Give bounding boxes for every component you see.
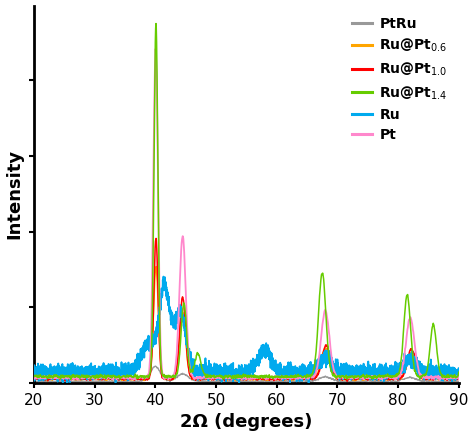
Legend: PtRu, Ru@Pt$_{0.6}$, Ru@Pt$_{1.0}$, Ru@Pt$_{1.4}$, Ru, Pt: PtRu, Ru@Pt$_{0.6}$, Ru@Pt$_{1.0}$, Ru@P… xyxy=(347,13,452,146)
X-axis label: 2Ω (degrees): 2Ω (degrees) xyxy=(180,413,312,431)
Y-axis label: Intensity: Intensity xyxy=(6,149,24,239)
